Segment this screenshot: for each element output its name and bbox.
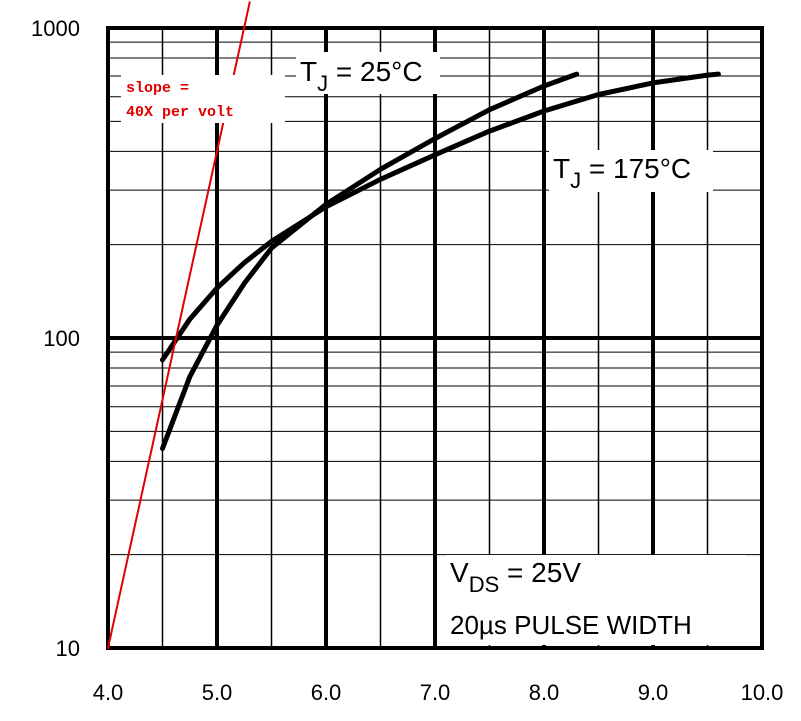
label-bg-conditions	[446, 555, 746, 645]
x-tick-label: 10.0	[741, 680, 784, 705]
x-tick-label: 8.0	[529, 680, 560, 705]
x-tick-label: 6.0	[311, 680, 342, 705]
y-tick-label: 100	[43, 326, 80, 351]
series-line-tj-25c	[160, 71, 580, 451]
annotation-tj25: TJ = 25°C	[300, 56, 423, 96]
annotation-vds: VDS = 25V	[450, 557, 581, 597]
annotation-slope-line1: slope =	[126, 80, 189, 97]
annotation-tj175: TJ = 175°C	[553, 153, 691, 193]
plot-frame	[106, 26, 764, 650]
label-backgrounds	[121, 52, 746, 645]
x-tick-label: 9.0	[638, 680, 669, 705]
series-line-tj-175c	[160, 71, 721, 363]
label-bg-tj175	[549, 150, 713, 192]
tick-labels: 4.0 5.0 6.0 7.0 8.0 9.0 10.0 10 100 1000	[31, 16, 783, 705]
label-bg-slope	[121, 75, 285, 123]
y-tick-label: 1000	[31, 16, 80, 41]
y-tick-label: 10	[56, 636, 80, 661]
x-tick-label: 7.0	[420, 680, 451, 705]
x-tick-label: 4.0	[93, 680, 124, 705]
annotation-pulse-width: 20µs PULSE WIDTH	[450, 610, 692, 640]
label-bg-tj25	[296, 52, 440, 94]
annotation-slope-line2: 40X per volt	[126, 104, 234, 121]
x-tick-label: 5.0	[202, 680, 233, 705]
